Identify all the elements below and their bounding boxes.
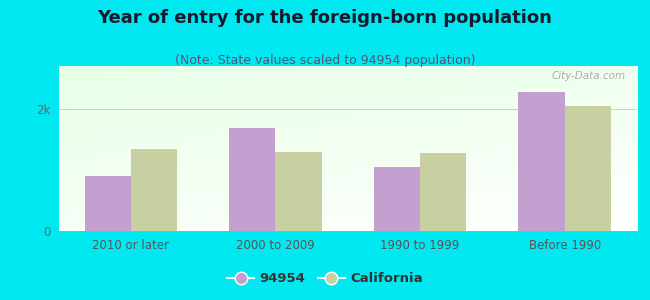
- Text: City-Data.com: City-Data.com: [551, 71, 625, 81]
- Text: (Note: State values scaled to 94954 population): (Note: State values scaled to 94954 popu…: [175, 54, 475, 67]
- Bar: [420, 153, 466, 231]
- Bar: [565, 106, 611, 231]
- Bar: [229, 128, 276, 231]
- Bar: [374, 167, 420, 231]
- Bar: [276, 152, 322, 231]
- Bar: [131, 148, 177, 231]
- Text: Year of entry for the foreign-born population: Year of entry for the foreign-born popul…: [98, 9, 552, 27]
- Bar: [519, 92, 565, 231]
- Legend: 94954, California: 94954, California: [222, 267, 428, 290]
- Bar: [84, 176, 131, 231]
